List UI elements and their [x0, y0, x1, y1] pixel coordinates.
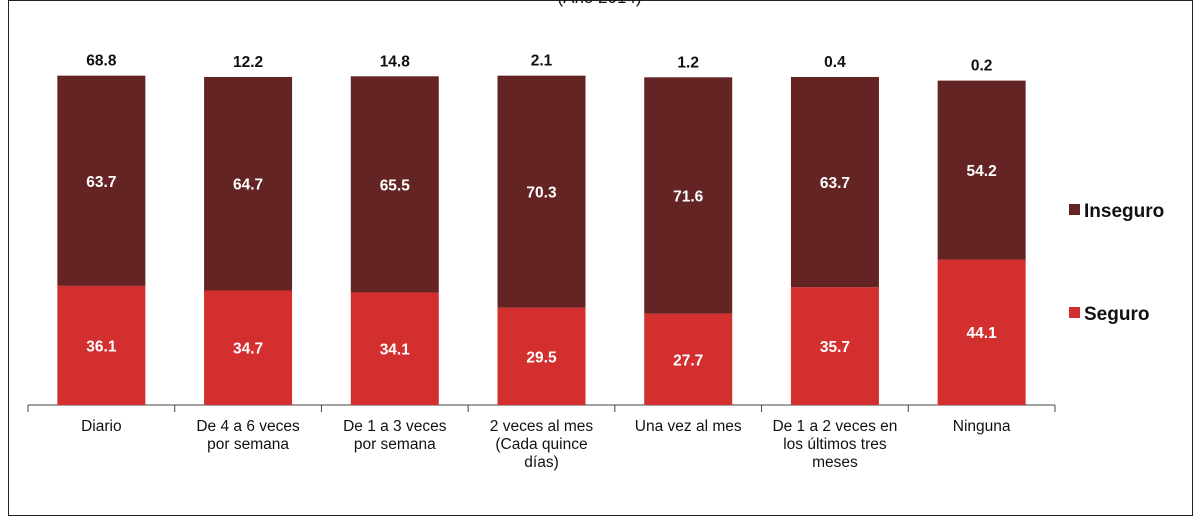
bar-segment-seguro — [644, 313, 733, 405]
total-label: 68.8 — [86, 53, 117, 70]
data-label-inseguro: 70.3 — [526, 185, 557, 202]
legend: Inseguro Seguro — [1069, 201, 1164, 325]
bar-segment-seguro — [497, 307, 586, 405]
bars-group: 36.1 63.7 68.8 34.7 64.7 12.2 34.1 65.5 14.8 29.5… — [57, 53, 1026, 405]
legend-swatch-inseguro — [1069, 204, 1080, 215]
data-label-seguro: 35.7 — [820, 339, 850, 356]
category-label: Diario — [81, 418, 121, 435]
total-label: 2.1 — [531, 53, 553, 70]
category-label: De 4 a 6 veces por semana — [196, 418, 300, 453]
bar-segment-inseguro — [497, 75, 586, 308]
total-label: 0.2 — [971, 58, 993, 75]
category-label: Una vez al mes — [635, 418, 742, 435]
bar-segment-seguro — [350, 292, 439, 405]
bar-segment-inseguro — [937, 80, 1026, 260]
bar-segment-inseguro — [790, 76, 879, 288]
bar-segment-seguro — [790, 287, 879, 405]
data-label-inseguro: 63.7 — [86, 174, 116, 191]
legend-swatch-seguro — [1069, 307, 1080, 318]
data-label-seguro: 29.5 — [526, 349, 557, 366]
category-label: De 1 a 2 veces en los últimos tres meses — [772, 418, 897, 471]
total-label: 12.2 — [233, 54, 263, 71]
data-label-seguro: 44.1 — [967, 325, 998, 342]
category-label: Ninguna — [953, 418, 1011, 435]
bar-segment-inseguro — [350, 76, 439, 293]
legend-label-seguro: Seguro — [1084, 304, 1149, 325]
data-label-inseguro: 71.6 — [673, 188, 704, 205]
data-label-seguro: 34.1 — [380, 342, 411, 359]
data-label-seguro: 34.7 — [233, 341, 263, 358]
x-axis-labels: Diario De 4 a 6 veces por semana De 1 a 3 v… — [81, 418, 1011, 471]
bar-segment-inseguro — [204, 76, 293, 291]
chart-title: (Año 2014) — [0, 0, 1199, 8]
chart-frame — [8, 0, 1193, 516]
bar-segment-inseguro — [644, 77, 733, 314]
data-label-seguro: 36.1 — [86, 338, 117, 355]
category-label: 2 veces al mes (Cada quince días) — [490, 418, 594, 471]
total-label: 14.8 — [380, 53, 411, 70]
total-label: 1.2 — [677, 54, 699, 71]
bar-segment-seguro — [204, 290, 293, 405]
data-label-inseguro: 65.5 — [380, 177, 411, 194]
bar-segment-inseguro — [57, 75, 146, 286]
data-label-inseguro: 54.2 — [967, 163, 997, 180]
legend-label-inseguro: Inseguro — [1084, 201, 1164, 222]
data-label-inseguro: 64.7 — [233, 177, 263, 194]
bar-segment-seguro — [937, 259, 1026, 405]
total-label: 0.4 — [824, 54, 846, 71]
x-axis-ticks — [27, 405, 1056, 412]
category-label: De 1 a 3 veces por semana — [343, 418, 447, 453]
data-label-inseguro: 63.7 — [820, 175, 850, 192]
bar-segment-seguro — [57, 285, 146, 405]
data-label-seguro: 27.7 — [673, 352, 703, 369]
